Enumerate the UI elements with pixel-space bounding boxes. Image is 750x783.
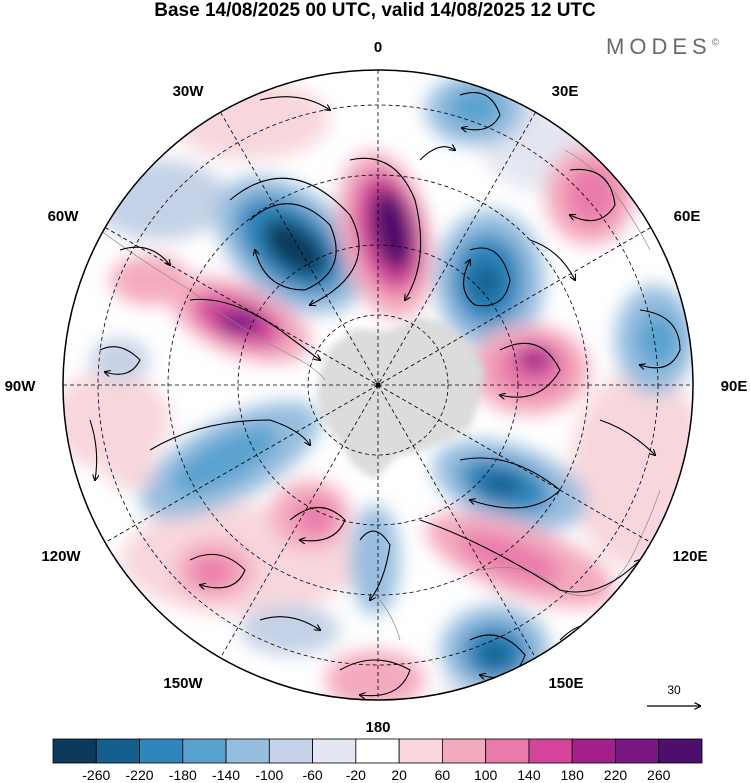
label-lon-120e: 120E: [672, 548, 707, 565]
colorbar-swatch: [312, 738, 357, 764]
brand-mark: ©: [711, 37, 720, 49]
label-lon-90w: 90W: [5, 378, 37, 395]
colorbar-tick-label: 60: [435, 767, 451, 783]
brand-name: MODES: [606, 34, 712, 59]
map-field: [63, 70, 693, 700]
label-lon-60w: 60W: [48, 208, 80, 225]
anomaly-shading: [63, 74, 693, 700]
colorbar-tick-label: -100: [255, 767, 283, 783]
colorbar-tick-label: -140: [212, 767, 240, 783]
label-lon-150w: 150W: [163, 675, 203, 692]
label-lon-180: 180: [365, 719, 390, 736]
reference-vector: 30: [647, 683, 700, 706]
map-border: [62, 69, 694, 701]
colorbar-swatch: [528, 738, 573, 764]
colorbar-swatch: [571, 738, 616, 764]
antarctica-landmass: [317, 317, 486, 479]
colorbar-swatch: [268, 738, 314, 764]
colorbar-tick-label: -220: [126, 767, 154, 783]
colorbar-swatch: [355, 738, 400, 764]
label-lon-60e: 60E: [674, 208, 701, 225]
colorbar-tick-label: 260: [647, 767, 671, 783]
colorbar-tick-label: -20: [346, 767, 366, 783]
colorbar-tick-label: 100: [474, 767, 498, 783]
label-lon-150e: 150E: [548, 675, 583, 692]
colorbar-tick-label: 220: [604, 767, 628, 783]
label-lon-0: 0: [374, 39, 382, 56]
colorbar-tick-label: -260: [82, 767, 110, 783]
colorbar-tick-label: -180: [169, 767, 197, 783]
colorbar-swatch: [225, 738, 270, 764]
colorbar-tick-label: 140: [517, 767, 541, 783]
colorbar-swatch: [398, 738, 443, 764]
colorbar-swatch: [52, 738, 97, 764]
colorbar-tick-label: 20: [391, 767, 407, 783]
label-lon-120w: 120W: [41, 548, 81, 565]
coastlines: [99, 149, 661, 700]
label-lon-30e: 30E: [552, 83, 579, 100]
colorbar-swatch: [485, 738, 530, 764]
label-lon-90e: 90E: [721, 378, 748, 395]
colorbar-swatch: [139, 738, 184, 764]
brand-logo: MODES©: [606, 34, 719, 60]
colorbar-swatch: [95, 738, 140, 764]
map-title: Base 14/08/2025 00 UTC, valid 14/08/2025…: [154, 0, 596, 21]
colorbar-swatch: [615, 738, 660, 764]
wind-streamlines: [89, 91, 681, 696]
colorbar-tick-label: 180: [561, 767, 585, 783]
colorbar-tick-label: -60: [302, 767, 322, 783]
colorbar-swatch: [658, 738, 703, 764]
colorbar-swatch: [441, 738, 487, 764]
reference-vector-label: 30: [667, 683, 681, 697]
label-lon-30w: 30W: [173, 83, 205, 100]
colorbar-swatch: [182, 738, 227, 764]
